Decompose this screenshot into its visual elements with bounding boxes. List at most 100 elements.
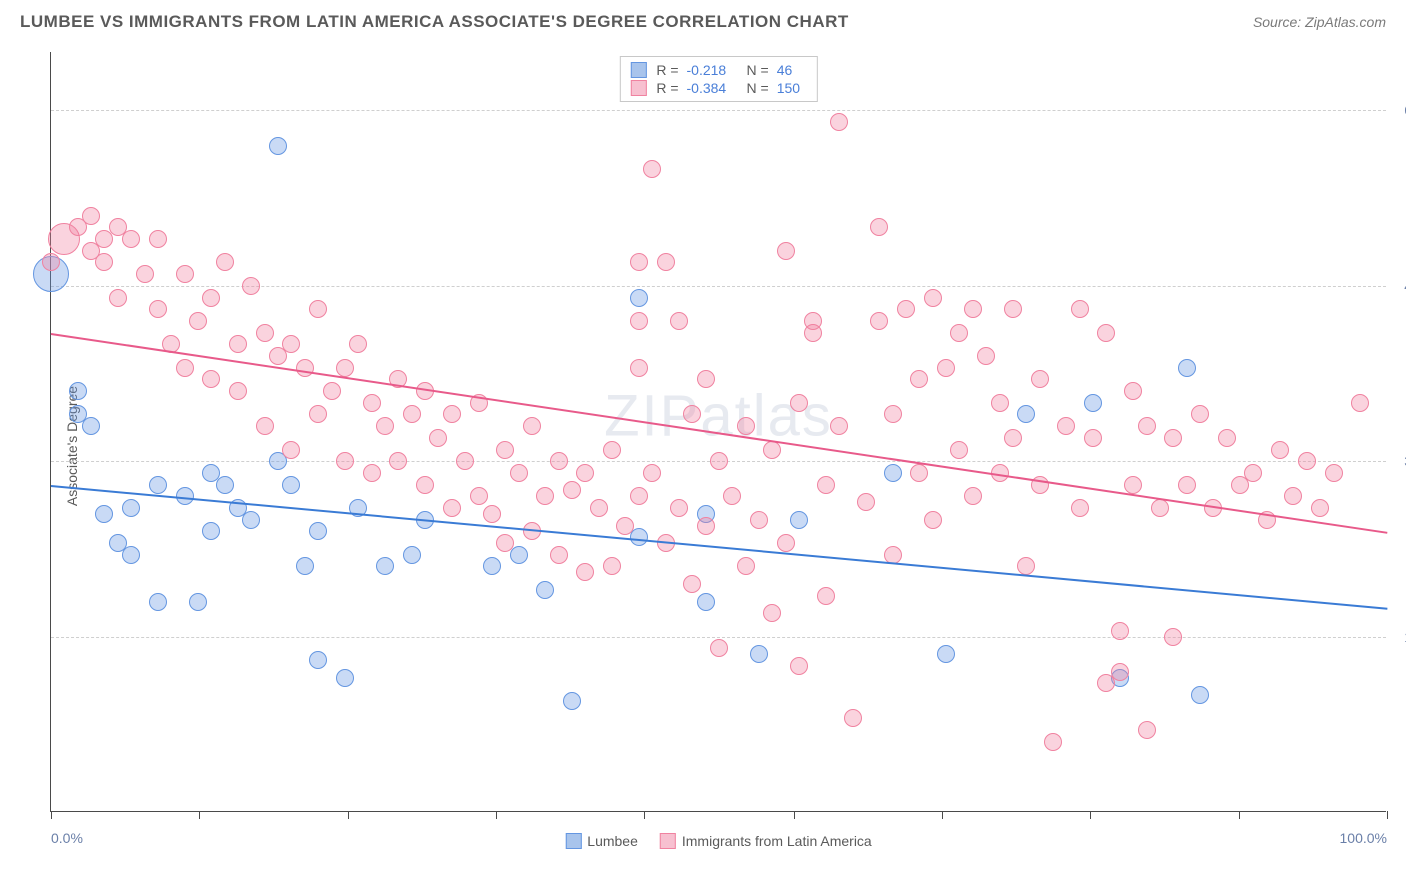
scatter-point bbox=[536, 581, 554, 599]
scatter-point bbox=[416, 476, 434, 494]
scatter-point bbox=[242, 511, 260, 529]
scatter-point bbox=[282, 476, 300, 494]
scatter-point bbox=[804, 312, 822, 330]
scatter-point bbox=[82, 417, 100, 435]
stat-n-label: N = bbox=[747, 80, 769, 96]
scatter-point bbox=[710, 639, 728, 657]
scatter-point bbox=[189, 312, 207, 330]
scatter-point bbox=[256, 324, 274, 342]
scatter-point bbox=[630, 253, 648, 271]
scatter-point bbox=[95, 505, 113, 523]
scatter-point bbox=[349, 335, 367, 353]
scatter-point bbox=[977, 347, 995, 365]
source-attribution: Source: ZipAtlas.com bbox=[1253, 14, 1386, 30]
x-tick-label: 100.0% bbox=[1340, 830, 1387, 846]
scatter-point bbox=[723, 487, 741, 505]
scatter-point bbox=[483, 505, 501, 523]
scatter-point bbox=[403, 405, 421, 423]
scatter-point bbox=[630, 289, 648, 307]
scatter-point bbox=[1057, 417, 1075, 435]
legend-label: Lumbee bbox=[587, 833, 638, 849]
scatter-point bbox=[1071, 499, 1089, 517]
scatter-point bbox=[483, 557, 501, 575]
scatter-point bbox=[844, 709, 862, 727]
scatter-point bbox=[670, 499, 688, 517]
scatter-point bbox=[336, 669, 354, 687]
scatter-point bbox=[630, 359, 648, 377]
scatter-point bbox=[149, 300, 167, 318]
legend-stat-row: R =-0.218N =46 bbox=[630, 61, 806, 79]
scatter-point bbox=[376, 557, 394, 575]
scatter-point bbox=[363, 394, 381, 412]
scatter-point bbox=[42, 253, 60, 271]
scatter-point bbox=[964, 487, 982, 505]
scatter-point bbox=[202, 289, 220, 307]
scatter-point bbox=[857, 493, 875, 511]
scatter-point bbox=[991, 394, 1009, 412]
scatter-point bbox=[296, 359, 314, 377]
scatter-point bbox=[550, 452, 568, 470]
scatter-point bbox=[737, 417, 755, 435]
scatter-point bbox=[697, 517, 715, 535]
chart-title: LUMBEE VS IMMIGRANTS FROM LATIN AMERICA … bbox=[20, 12, 849, 32]
scatter-point bbox=[496, 534, 514, 552]
scatter-point bbox=[443, 499, 461, 517]
x-tick bbox=[496, 811, 497, 819]
x-tick bbox=[1090, 811, 1091, 819]
stat-n-label: N = bbox=[747, 62, 769, 78]
scatter-point bbox=[136, 265, 154, 283]
scatter-point bbox=[82, 207, 100, 225]
scatter-point bbox=[336, 359, 354, 377]
series-legend: LumbeeImmigrants from Latin America bbox=[565, 833, 871, 849]
x-tick-label: 0.0% bbox=[51, 830, 83, 846]
scatter-point bbox=[870, 312, 888, 330]
scatter-point bbox=[817, 587, 835, 605]
scatter-point bbox=[149, 593, 167, 611]
scatter-point bbox=[1017, 557, 1035, 575]
scatter-point bbox=[670, 312, 688, 330]
scatter-point bbox=[1164, 628, 1182, 646]
scatter-point bbox=[149, 230, 167, 248]
stat-r-label: R = bbox=[656, 80, 678, 96]
scatter-point bbox=[710, 452, 728, 470]
scatter-point bbox=[429, 429, 447, 447]
scatter-point bbox=[189, 593, 207, 611]
scatter-point bbox=[643, 160, 661, 178]
scatter-point bbox=[1097, 324, 1115, 342]
scatter-point bbox=[389, 452, 407, 470]
scatter-point bbox=[1044, 733, 1062, 751]
scatter-point bbox=[924, 289, 942, 307]
scatter-point bbox=[1084, 394, 1102, 412]
scatter-point bbox=[202, 522, 220, 540]
scatter-point bbox=[750, 645, 768, 663]
scatter-point bbox=[1124, 382, 1142, 400]
scatter-point bbox=[777, 534, 795, 552]
scatter-point bbox=[336, 452, 354, 470]
stat-r-value: -0.218 bbox=[687, 62, 737, 78]
scatter-point bbox=[122, 499, 140, 517]
scatter-point bbox=[95, 253, 113, 271]
scatter-point bbox=[309, 522, 327, 540]
scatter-point bbox=[697, 593, 715, 611]
scatter-point bbox=[910, 370, 928, 388]
scatter-point bbox=[229, 335, 247, 353]
scatter-point bbox=[790, 657, 808, 675]
scatter-point bbox=[616, 517, 634, 535]
scatter-point bbox=[683, 405, 701, 423]
scatter-point bbox=[1325, 464, 1343, 482]
legend-swatch bbox=[630, 80, 646, 96]
correlation-legend: R =-0.218N =46R =-0.384N =150 bbox=[619, 56, 817, 102]
scatter-point bbox=[576, 563, 594, 581]
scatter-point bbox=[683, 575, 701, 593]
scatter-point bbox=[1071, 300, 1089, 318]
scatter-point bbox=[1311, 499, 1329, 517]
scatter-point bbox=[1191, 686, 1209, 704]
scatter-chart: ZIPatlas R =-0.218N =46R =-0.384N =150 L… bbox=[50, 52, 1386, 812]
scatter-point bbox=[363, 464, 381, 482]
stat-r-value: -0.384 bbox=[687, 80, 737, 96]
scatter-point bbox=[950, 441, 968, 459]
legend-swatch bbox=[565, 833, 581, 849]
scatter-point bbox=[1124, 476, 1142, 494]
scatter-point bbox=[563, 481, 581, 499]
gridline bbox=[51, 637, 1386, 638]
